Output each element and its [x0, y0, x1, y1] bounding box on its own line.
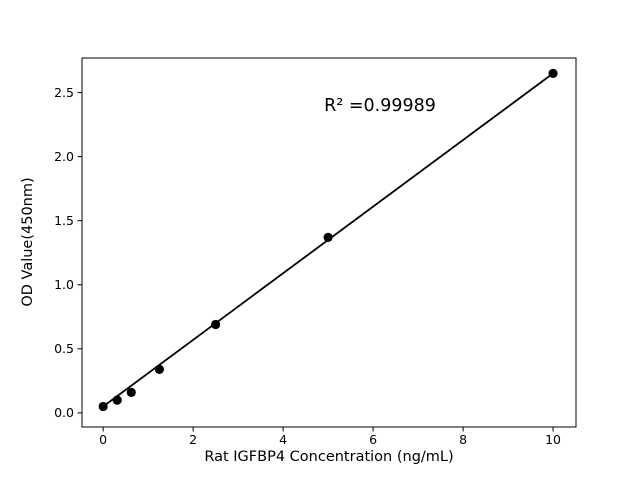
axes-frame	[81, 57, 577, 428]
x-tick-label: 10	[545, 432, 561, 447]
data-point-marker	[98, 401, 108, 412]
data-point-marker	[211, 319, 221, 330]
x-tick-label: 2	[189, 432, 197, 447]
y-tick-label: 2.5	[54, 85, 74, 100]
data-point-marker	[112, 395, 122, 405]
x-axis-ticks: 0 2 4 6 8 10	[99, 427, 561, 447]
y-axis-label: OD Value(450nm)	[20, 177, 36, 306]
y-axis-ticks: 0.0 0.5 1.0 1.5 2.0 2.5	[54, 85, 82, 420]
data-point-marker	[154, 364, 164, 374]
x-tick-label: 6	[369, 432, 377, 447]
x-axis-label: Rat IGFBP4 Concentration (ng/mL)	[204, 449, 453, 465]
r-squared-annotation: R² =0.99989	[324, 96, 436, 116]
data-point-marker	[548, 68, 558, 78]
x-tick-label: 4	[279, 432, 287, 447]
y-tick-label: 2.0	[54, 149, 74, 164]
y-tick-label: 1.0	[54, 277, 74, 292]
data-point-marker	[126, 387, 136, 398]
y-tick-label: 1.5	[54, 213, 74, 228]
y-tick-label: 0.0	[54, 405, 74, 420]
data-points	[98, 68, 558, 412]
y-tick-label: 0.5	[54, 341, 74, 356]
x-tick-label: 8	[459, 432, 467, 447]
data-point-marker	[323, 232, 333, 242]
x-tick-label: 0	[99, 432, 107, 447]
